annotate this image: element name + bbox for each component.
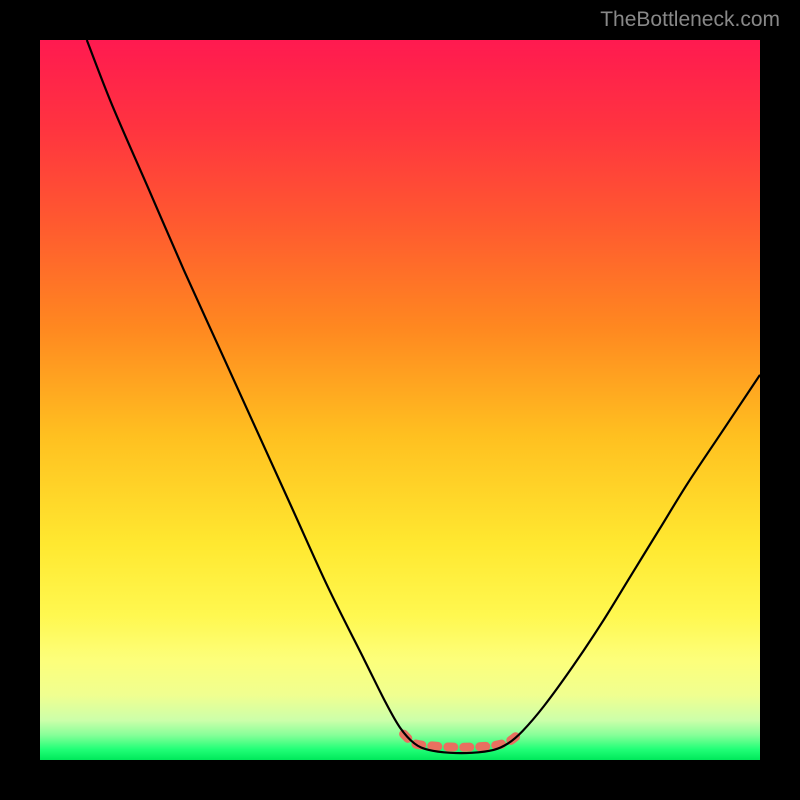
bottleneck-chart bbox=[0, 0, 800, 800]
chart-gradient-bg bbox=[40, 40, 760, 760]
chart-container: TheBottleneck.com bbox=[0, 0, 800, 800]
watermark-text: TheBottleneck.com bbox=[600, 8, 780, 32]
